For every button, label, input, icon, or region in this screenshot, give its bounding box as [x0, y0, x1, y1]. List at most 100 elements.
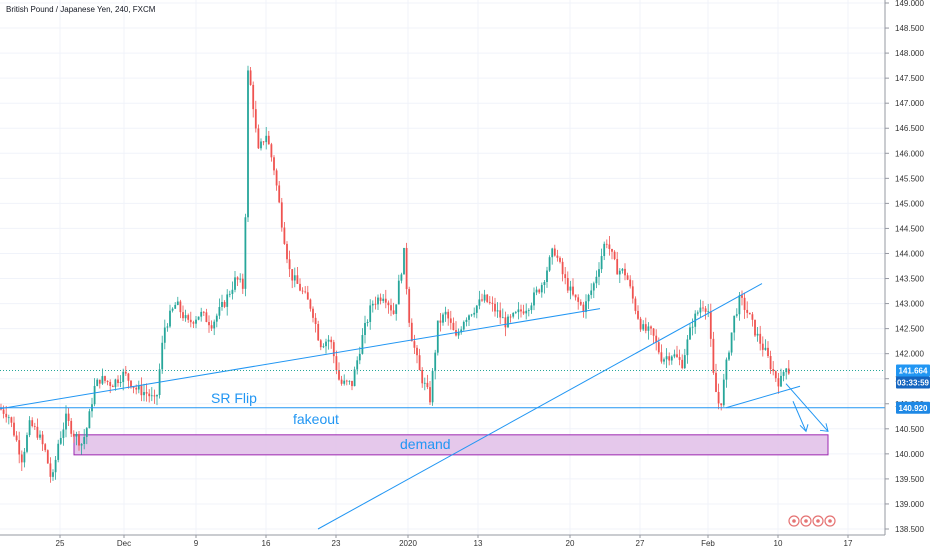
price-tick-label: 140.000 — [895, 450, 924, 459]
candle — [72, 430, 75, 443]
candle — [751, 312, 754, 327]
candle — [244, 213, 247, 297]
candle — [605, 239, 608, 249]
candle — [514, 310, 517, 315]
candle — [598, 262, 600, 286]
candle — [278, 181, 281, 204]
candle-body — [468, 315, 470, 320]
candle-body — [101, 376, 104, 384]
time-axis-labels: 25 Dec 9 16 23 2020 13 20 27 Feb 10 17 — [56, 535, 853, 548]
rising-trendline-steep — [317, 283, 763, 530]
candle — [319, 338, 322, 351]
candle-body — [140, 385, 143, 396]
candle-body — [421, 370, 424, 384]
candle-body — [626, 275, 629, 280]
candle-body — [717, 391, 720, 404]
candle — [192, 320, 195, 329]
current-price-tag: 141.664 — [899, 366, 928, 375]
candle-body — [119, 381, 122, 384]
candle — [481, 293, 483, 302]
candle-body — [254, 109, 257, 129]
time-tick-label: 27 — [636, 539, 645, 548]
candle — [182, 305, 184, 321]
candle-body — [379, 297, 382, 301]
price-tick-label: 144.500 — [895, 224, 924, 233]
candle — [392, 302, 395, 315]
price-tick-label: 147.000 — [895, 99, 924, 108]
candle — [647, 322, 650, 340]
candle — [761, 336, 764, 357]
candle — [559, 256, 561, 264]
candle-body — [665, 356, 668, 360]
candle — [249, 66, 252, 86]
demand-zone — [73, 434, 829, 456]
candle-body — [299, 283, 301, 291]
candle-body — [104, 376, 106, 381]
candle-body — [670, 356, 673, 361]
candle — [447, 309, 450, 326]
time-axis[interactable] — [0, 535, 932, 550]
candle — [93, 378, 96, 407]
candle-body — [592, 283, 595, 291]
candle-body — [475, 305, 478, 313]
candle-body — [325, 341, 327, 347]
candle — [611, 248, 613, 260]
candle — [423, 377, 426, 391]
candle-body — [652, 328, 655, 336]
candle — [187, 313, 190, 323]
candle — [226, 289, 229, 316]
candle-body — [364, 322, 366, 336]
candle-body — [473, 312, 476, 315]
logo-ring — [824, 515, 836, 527]
candle-body — [644, 324, 647, 331]
candle-body — [184, 315, 187, 319]
price-tick-label: 148.000 — [895, 49, 924, 58]
candle-body — [145, 392, 148, 394]
candle-body — [31, 420, 34, 427]
candle-body — [283, 227, 286, 244]
candlestick-series — [0, 65, 790, 483]
candle-body — [127, 373, 130, 381]
candle-body — [46, 450, 49, 464]
candle-body — [270, 144, 273, 158]
candle-body — [483, 294, 486, 301]
candle-body — [767, 347, 769, 357]
candle — [163, 319, 166, 350]
candle-body — [293, 275, 296, 281]
candle-body — [431, 371, 434, 403]
candle — [153, 389, 156, 404]
candle — [486, 294, 489, 304]
candle — [36, 418, 39, 440]
candle-body — [722, 379, 725, 406]
candle-body — [88, 411, 91, 429]
candle-body — [382, 298, 385, 301]
candle-body — [358, 353, 361, 361]
candle-body — [109, 382, 112, 386]
price-axis[interactable] — [885, 0, 932, 535]
candle-body — [751, 314, 754, 320]
candle — [210, 320, 213, 331]
candle — [501, 308, 504, 319]
price-tick-label: 146.500 — [895, 124, 924, 133]
candle-body — [540, 284, 543, 293]
candle-body — [57, 443, 60, 460]
candle — [621, 268, 624, 274]
candle-body — [80, 443, 83, 446]
candle — [655, 329, 658, 351]
candle — [304, 286, 307, 294]
candle — [699, 299, 702, 318]
candle-body — [93, 385, 96, 405]
candle — [5, 405, 8, 423]
candle — [104, 375, 106, 384]
candle — [587, 293, 590, 309]
candle — [400, 272, 403, 284]
logo-ring — [788, 515, 800, 527]
candle — [507, 314, 509, 328]
candle-body — [106, 380, 109, 383]
candle — [358, 346, 361, 365]
candle-body — [517, 309, 520, 313]
candle — [787, 360, 790, 375]
candle — [572, 278, 574, 297]
